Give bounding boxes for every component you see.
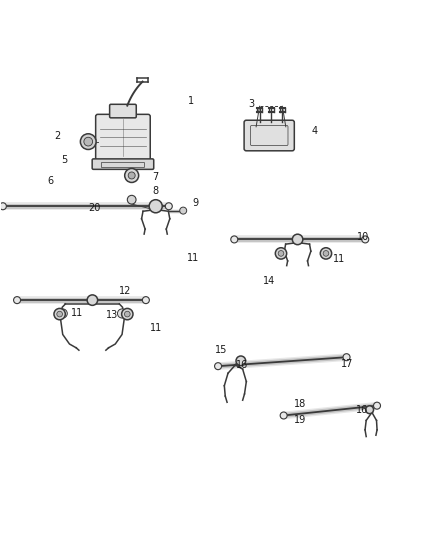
Text: 3: 3 xyxy=(249,99,255,109)
FancyBboxPatch shape xyxy=(95,115,150,160)
Circle shape xyxy=(128,172,135,179)
Text: 11: 11 xyxy=(149,324,162,334)
Circle shape xyxy=(54,309,65,320)
Circle shape xyxy=(276,248,287,259)
Circle shape xyxy=(362,236,369,243)
Circle shape xyxy=(84,138,92,146)
Circle shape xyxy=(125,168,139,182)
Text: 14: 14 xyxy=(263,276,276,286)
Text: 9: 9 xyxy=(192,198,198,208)
Circle shape xyxy=(14,297,21,304)
Circle shape xyxy=(374,402,381,409)
Circle shape xyxy=(180,207,187,214)
Text: 11: 11 xyxy=(333,254,345,264)
Text: 12: 12 xyxy=(119,286,131,295)
Text: 6: 6 xyxy=(48,176,54,187)
Circle shape xyxy=(366,406,374,414)
Circle shape xyxy=(81,134,96,149)
Circle shape xyxy=(0,203,7,210)
Text: 16: 16 xyxy=(236,360,248,370)
Text: 20: 20 xyxy=(88,203,101,213)
Circle shape xyxy=(280,412,287,419)
Circle shape xyxy=(142,297,149,304)
Text: 19: 19 xyxy=(293,415,306,425)
Text: 8: 8 xyxy=(152,187,159,196)
Text: 18: 18 xyxy=(293,399,306,409)
Circle shape xyxy=(292,234,303,245)
Text: 4: 4 xyxy=(312,126,318,136)
Circle shape xyxy=(122,309,133,320)
Circle shape xyxy=(343,354,350,361)
Text: 16: 16 xyxy=(356,405,368,415)
Text: 2: 2 xyxy=(54,131,60,141)
Text: 11: 11 xyxy=(187,253,199,263)
Circle shape xyxy=(87,295,98,305)
FancyBboxPatch shape xyxy=(244,120,294,151)
Circle shape xyxy=(320,248,332,259)
Text: 11: 11 xyxy=(71,308,83,318)
FancyBboxPatch shape xyxy=(92,159,154,169)
Text: 17: 17 xyxy=(341,359,353,369)
Circle shape xyxy=(231,236,238,243)
Text: 15: 15 xyxy=(215,345,227,356)
Circle shape xyxy=(278,251,284,256)
Text: 7: 7 xyxy=(152,172,159,182)
Circle shape xyxy=(124,311,130,317)
Circle shape xyxy=(127,195,136,204)
Circle shape xyxy=(215,362,222,370)
Circle shape xyxy=(165,203,172,210)
Text: 10: 10 xyxy=(357,232,369,242)
FancyBboxPatch shape xyxy=(110,104,136,118)
Text: 5: 5 xyxy=(61,155,67,165)
Circle shape xyxy=(323,251,329,256)
Text: 13: 13 xyxy=(106,310,118,320)
Circle shape xyxy=(57,311,63,317)
Circle shape xyxy=(236,356,246,366)
Circle shape xyxy=(117,309,127,318)
Text: 1: 1 xyxy=(187,96,194,107)
Circle shape xyxy=(149,200,162,213)
Circle shape xyxy=(58,309,67,318)
